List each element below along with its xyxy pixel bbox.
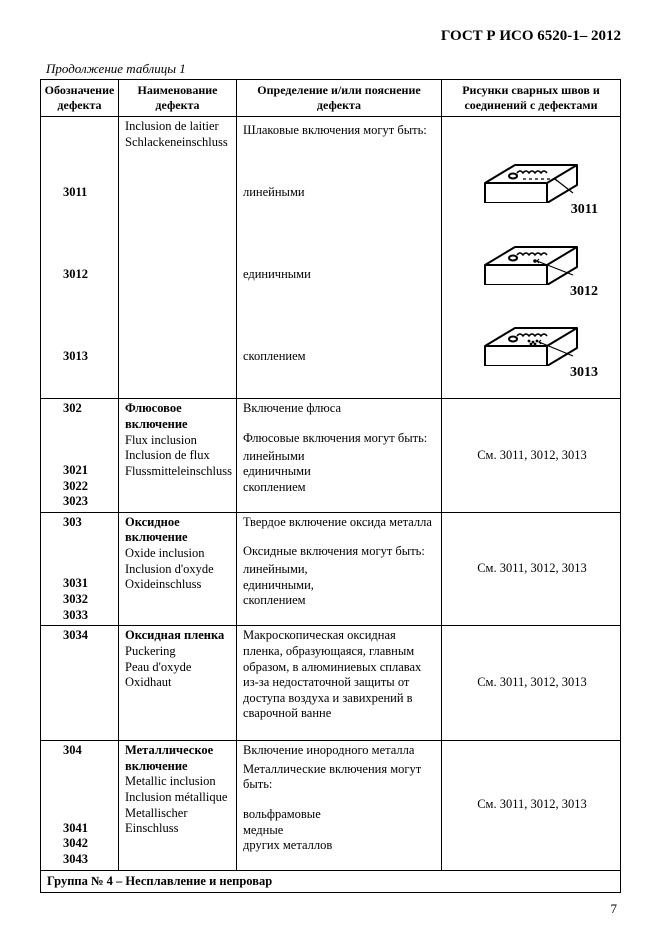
def-main: Твердое включение оксида металла xyxy=(243,515,432,529)
cell-figures: 3011 xyxy=(442,117,621,399)
def-intro: Металлические включения могут быть: xyxy=(243,762,421,792)
def-main: Включение флюса xyxy=(243,401,341,415)
cell-ref-303: См. 3011, 3012, 3013 xyxy=(442,512,621,626)
page-number: 7 xyxy=(611,901,618,917)
cell-ref-302: См. 3011, 3012, 3013 xyxy=(442,399,621,513)
cell-def-3013: скоплением xyxy=(237,316,442,399)
th-def: Определение и/или пояснение дефекта xyxy=(237,80,442,117)
code-3022: 3022 xyxy=(63,479,114,495)
cell-empty xyxy=(119,316,237,399)
doc-id: ГОСТ Р ИСО 6520-1– 2012 xyxy=(40,28,621,45)
sub-def: медные xyxy=(243,823,283,837)
code-3023: 3023 xyxy=(63,494,114,510)
name-line: Flussmitteleinschluss xyxy=(125,464,232,478)
cell-def-3034: Макроскопическая оксидная пленка, образу… xyxy=(237,626,442,741)
row-slag-head: Inclusion de laitier Schlackeneinschluss… xyxy=(41,117,621,153)
sub-def: единичными, xyxy=(243,578,314,592)
cell-codes-303: 303 3031 3032 3033 xyxy=(41,512,119,626)
cell-names-304: Металлическое включение Metallic inclusi… xyxy=(119,741,237,871)
table-caption: Продолжение таблицы 1 xyxy=(46,61,621,77)
def-main: Включение инородного металла xyxy=(243,743,414,757)
cell-empty xyxy=(119,234,237,316)
code-3021: 3021 xyxy=(63,463,114,479)
cell-code-empty xyxy=(41,117,119,153)
code-3041: 3041 xyxy=(63,821,114,837)
sub-def: других металлов xyxy=(243,838,332,852)
cell-codes-304: 304 3041 3042 3043 xyxy=(41,741,119,871)
cell-code-3012: 3012 xyxy=(41,234,119,316)
def-intro: Оксидные включения могут быть: xyxy=(243,544,425,558)
cell-empty xyxy=(119,152,237,234)
code-3032: 3032 xyxy=(63,592,114,608)
cell-code-3013: 3013 xyxy=(41,316,119,399)
cell-def-intro: Шлаковые включения могут быть: xyxy=(237,117,442,153)
header-row: Обозначение дефекта Наименование дефекта… xyxy=(41,80,621,117)
cell-names-303: Оксидное включение Oxide inclusion Inclu… xyxy=(119,512,237,626)
row-group4: Группа № 4 – Несплавление и непровар xyxy=(41,870,621,893)
cell-def-302: Включение флюса Флюсовые включения могут… xyxy=(237,399,442,513)
cell-def-304: Включение инородного металла Металлическ… xyxy=(237,741,442,871)
row-303: 303 3031 3032 3033 Оксидное включение Ox… xyxy=(41,512,621,626)
th-name: Наименование дефекта xyxy=(119,80,237,117)
cell-def-303: Твердое включение оксида металла Оксидны… xyxy=(237,512,442,626)
sub-def: скоплением xyxy=(243,480,306,494)
name-line: Flux inclusion xyxy=(125,433,197,447)
name-line: Oxideinschluss xyxy=(125,577,201,591)
fig-label-3011: 3011 xyxy=(448,201,616,219)
cell-names: Inclusion de laitier Schlackeneinschluss xyxy=(119,117,237,153)
row-304: 304 3041 3042 3043 Металлическое включен… xyxy=(41,741,621,871)
code-3043: 3043 xyxy=(63,852,114,868)
name-line: Puckering xyxy=(125,644,176,658)
name-line: Флюсовое включение xyxy=(125,401,188,431)
code-304: 304 xyxy=(63,743,114,759)
cell-names-302: Флюсовое включение Flux inclusion Inclus… xyxy=(119,399,237,513)
name-line: Inclusion d'oxyde xyxy=(125,562,214,576)
cell-ref-3034: См. 3011, 3012, 3013 xyxy=(442,626,621,741)
group4-cell: Группа № 4 – Несплавление и непровар xyxy=(41,870,621,893)
sub-def: скоплением xyxy=(243,593,306,607)
th-code: Обозначение дефекта xyxy=(41,80,119,117)
name-line: Metallischer Einschluss xyxy=(125,806,187,836)
cell-ref-304: См. 3011, 3012, 3013 xyxy=(442,741,621,871)
weld-3013 xyxy=(477,306,587,366)
code-303: 303 xyxy=(63,515,114,531)
cell-def-3011: линейными xyxy=(237,152,442,234)
name-line: Peau d'oxyde xyxy=(125,660,191,674)
name-line: Inclusion métallique xyxy=(125,790,227,804)
name-line: Schlackeneinschluss xyxy=(125,135,228,149)
def-intro: Флюсовые включения могут быть: xyxy=(243,431,427,445)
def-intro: Шлаковые включения могут быть: xyxy=(243,123,427,137)
code-3031: 3031 xyxy=(63,576,114,592)
name-line: Oxidhaut xyxy=(125,675,172,689)
cell-def-3012: единичными xyxy=(237,234,442,316)
cell-code-3034: 3034 xyxy=(41,626,119,741)
th-fig: Рисунки сварных швов и соединений с дефе… xyxy=(442,80,621,117)
code-302: 302 xyxy=(63,401,114,417)
sub-def: вольфрамовые xyxy=(243,807,321,821)
fig-label-3013: 3013 xyxy=(448,364,616,382)
fig-label-3012: 3012 xyxy=(448,283,616,301)
code-3033: 3033 xyxy=(63,608,114,624)
code-3042: 3042 xyxy=(63,836,114,852)
cell-codes-302: 302 3021 3022 3023 xyxy=(41,399,119,513)
sub-def: линейными, xyxy=(243,562,308,576)
name-line: Оксидное включение xyxy=(125,515,188,545)
weld-3012 xyxy=(477,225,587,285)
sub-def: единичными xyxy=(243,464,311,478)
name-line: Inclusion de flux xyxy=(125,448,210,462)
cell-code-3011: 3011 xyxy=(41,152,119,234)
weld-3011 xyxy=(477,143,587,203)
name-line: Inclusion de laitier xyxy=(125,119,219,133)
row-3034: 3034 Оксидная пленка Puckering Peau d'ox… xyxy=(41,626,621,741)
name-line: Оксидная пленка xyxy=(125,628,224,642)
sub-def: линейными xyxy=(243,449,305,463)
name-line: Metallic inclusion xyxy=(125,774,216,788)
defects-table: Обозначение дефекта Наименование дефекта… xyxy=(40,79,621,893)
row-302: 302 3021 3022 3023 Флюсовое включение Fl… xyxy=(41,399,621,513)
cell-names-3034: Оксидная пленка Puckering Peau d'oxyde O… xyxy=(119,626,237,741)
name-line: Металлическое включение xyxy=(125,743,213,773)
name-line: Oxide inclusion xyxy=(125,546,205,560)
